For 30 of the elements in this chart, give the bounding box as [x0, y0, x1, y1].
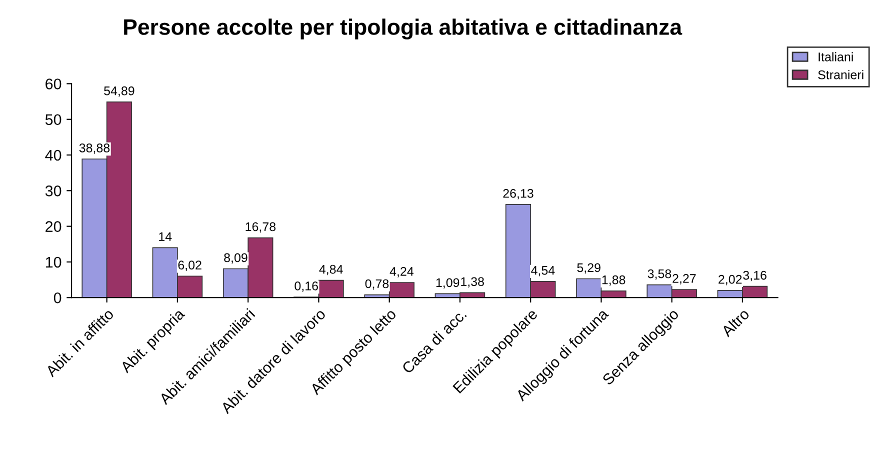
- data-label: 2,02: [718, 274, 742, 286]
- y-tick-label: 10: [46, 256, 62, 268]
- data-label: 4,84: [319, 264, 343, 276]
- data-label: 4,24: [390, 266, 414, 278]
- data-label: 5,29: [577, 263, 600, 274]
- data-label: 16,78: [246, 222, 276, 233]
- data-label: 6,02: [178, 260, 202, 271]
- y-tick-label: 0: [54, 292, 62, 304]
- chart-title: Persone accolte per tipologia abitativa e cittadinanza: [124, 18, 682, 40]
- legend-label: Stranieri: [818, 70, 864, 80]
- data-label: 4,54: [531, 266, 555, 276]
- data-label: 3,16: [743, 270, 766, 282]
- data-label: 26,13: [503, 188, 534, 200]
- data-label: 14: [159, 232, 172, 241]
- legend-label: Italiani: [818, 52, 853, 62]
- data-label: 54,89: [104, 86, 134, 97]
- data-label: 38,88: [79, 144, 110, 154]
- data-label: 1,09: [436, 278, 460, 289]
- y-tick-label: 50: [45, 114, 62, 126]
- data-label: 0,16: [294, 282, 318, 292]
- data-label: 8,09: [224, 253, 248, 264]
- data-label: 3,58: [648, 269, 672, 280]
- y-tick-label: 30: [45, 186, 62, 196]
- data-label: 2,27: [672, 274, 696, 284]
- y-tick-label: 60: [46, 78, 62, 90]
- data-label: 1,88: [602, 275, 626, 286]
- y-tick-label: 40: [45, 150, 62, 161]
- data-label: 0,78: [365, 279, 389, 290]
- data-label: 1,38: [461, 277, 484, 288]
- y-tick-label: 20: [46, 221, 62, 232]
